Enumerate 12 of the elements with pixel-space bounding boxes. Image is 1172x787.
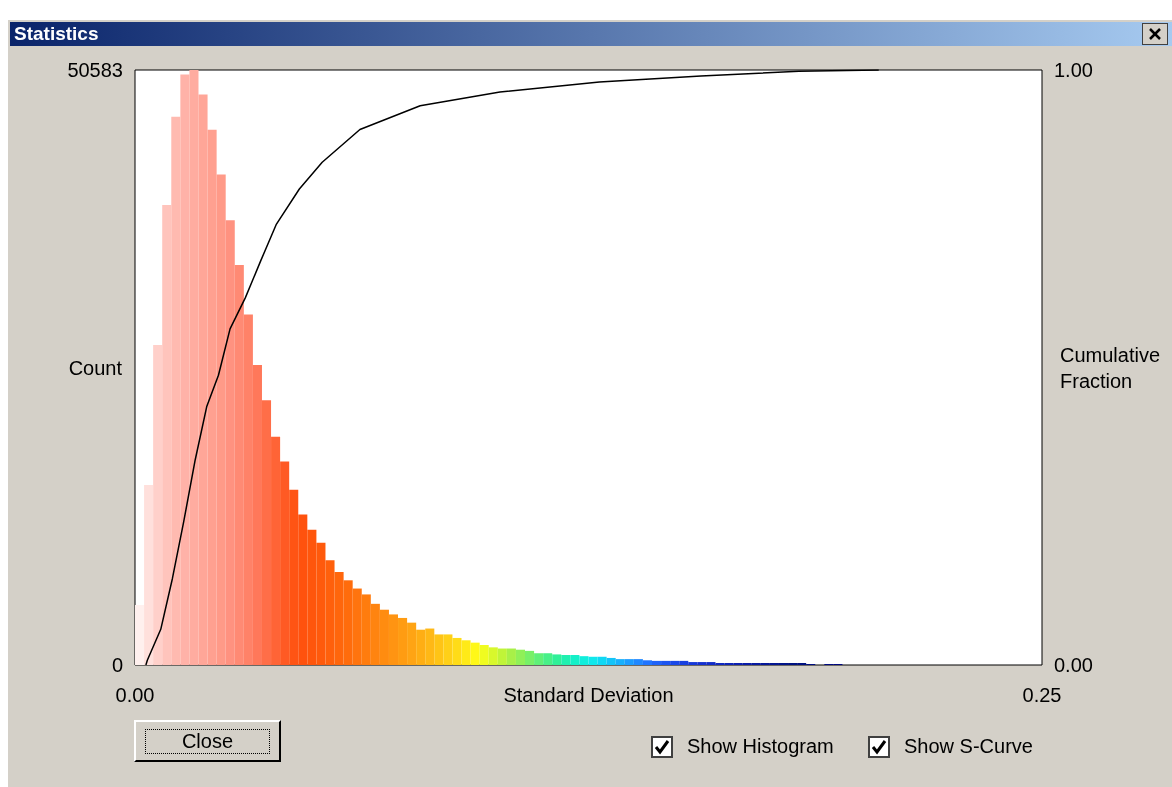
text: Show Histogram <box>687 735 834 758</box>
y2-tick-label: 0.00 <box>1054 654 1093 676</box>
y-tick-label: 0 <box>111 654 123 676</box>
y-axis-title: Count <box>68 356 123 379</box>
y-tick-label: 50583 <box>67 59 123 81</box>
text: Show S-Curve <box>904 735 1033 758</box>
text: Close <box>144 728 271 754</box>
y2-tick-label: 1.00 <box>1054 59 1093 81</box>
y2-axis-title: Cumulative Fraction <box>1060 343 1161 392</box>
chart-title: Statistics <box>14 22 99 46</box>
x-tick-label: 0.25 <box>1022 684 1062 706</box>
x-axis-title: Standard Deviation <box>503 684 674 706</box>
